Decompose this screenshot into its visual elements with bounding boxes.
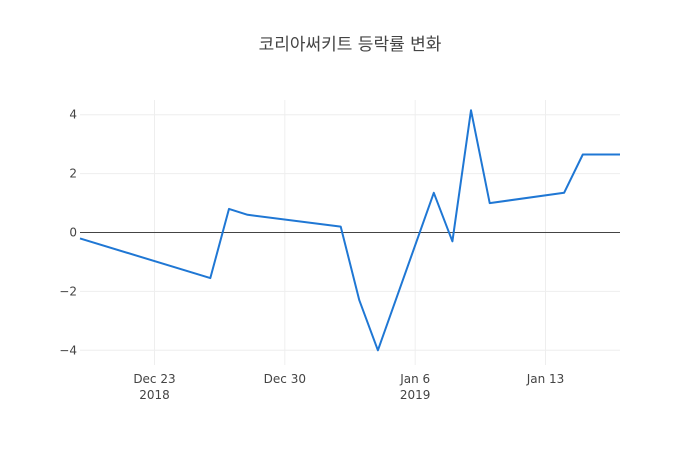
grid-layer: [80, 100, 620, 365]
x-tick-label: Jan 13: [526, 372, 565, 386]
x-tick-year-label: 2019: [400, 388, 431, 402]
y-tick-label: 2: [69, 167, 77, 181]
x-tick-label: Dec 23: [133, 372, 175, 386]
y-tick-label: −2: [59, 284, 77, 298]
chart-title: 코리아써키트 등락률 변화: [259, 35, 442, 55]
y-tick-label: 0: [69, 226, 77, 240]
y-tick-label: 4: [69, 108, 77, 122]
y-tick-label: −4: [59, 343, 77, 357]
x-tick-label: Dec 30: [264, 372, 306, 386]
series-layer: [79, 109, 621, 352]
series-line: [79, 109, 620, 352]
x-tick-label: Jan 6: [399, 372, 430, 386]
x-tick-year-label: 2018: [139, 388, 170, 402]
axis-layer: Dec 23 2018 Dec 30 Jan 6 2019 Jan 13 4 2 0 −2 −4: [59, 108, 564, 402]
